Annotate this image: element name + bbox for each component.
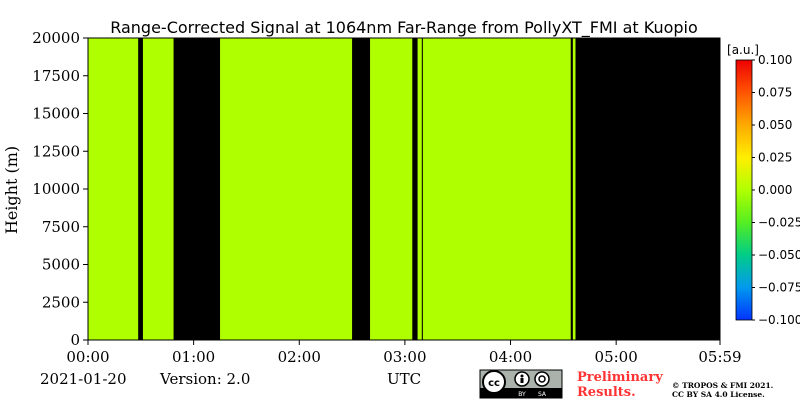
y-tick-label-0: 0 xyxy=(70,331,80,349)
no-data-band-3 xyxy=(412,38,418,340)
colorbar-tick-label-6: −0.050 xyxy=(758,248,800,262)
x-axis: 00:00 01:00 02:00 03:00 04:00 05:00 05:59 xyxy=(66,340,742,366)
cc-badge-text: cc xyxy=(488,378,500,389)
colorbar-tick-label-4: 0.000 xyxy=(758,183,792,197)
colorbar-ticks: 0.100 0.075 0.050 0.025 0.000 −0.025 −0.050 −0.… xyxy=(752,53,800,327)
date-label: 2021-01-20 xyxy=(40,370,126,388)
no-data-band-1 xyxy=(173,38,221,340)
y-tick-label-6: 15000 xyxy=(32,105,80,123)
preliminary-line2: Results. xyxy=(577,385,636,400)
y-tick-label-8: 20000 xyxy=(32,29,80,47)
no-data-band-5 xyxy=(570,38,573,340)
colorbar-tick-label-5: −0.025 xyxy=(758,216,800,230)
colorbar-tick-label-7: −0.075 xyxy=(758,281,800,295)
by-badge-text: BY xyxy=(518,391,526,398)
colorbar-tick-label-2: 0.050 xyxy=(758,118,792,132)
plot-area xyxy=(88,38,720,340)
copyright-line2: CC BY SA 4.0 License. xyxy=(672,390,765,399)
sa-icon xyxy=(534,371,550,387)
colorbar-tick-label-1: 0.075 xyxy=(758,86,792,100)
x-tick-label-2: 02:00 xyxy=(278,348,321,366)
y-tick-label-4: 10000 xyxy=(32,180,80,198)
y-tick-label-7: 17500 xyxy=(32,67,80,85)
no-data-band-0 xyxy=(138,38,143,340)
x-tick-label-0: 00:00 xyxy=(66,348,109,366)
x-tick-label-4: 04:00 xyxy=(489,348,532,366)
colorbar-unit: [a.u.] xyxy=(727,43,759,57)
cc-license-badge: cc BY SA xyxy=(479,369,563,399)
y-tick-label-1: 2500 xyxy=(42,293,80,311)
chart-title: Range-Corrected Signal at 1064nm Far-Ran… xyxy=(110,18,698,38)
y-axis-label: Height (m) xyxy=(2,146,21,234)
x-axis-label: UTC xyxy=(387,370,421,388)
no-data-band-6 xyxy=(575,38,720,340)
no-data-band-4 xyxy=(421,38,423,340)
x-tick-label-3: 03:00 xyxy=(383,348,426,366)
version-label: Version: 2.0 xyxy=(159,370,250,388)
sa-badge-text: SA xyxy=(538,391,547,398)
y-axis: 0 2500 5000 7500 10000 12500 15000 17500 20000 xyxy=(32,29,88,349)
y-tick-label-2: 5000 xyxy=(42,256,80,274)
y-tick-label-3: 7500 xyxy=(42,218,80,236)
colorbar xyxy=(735,59,753,321)
x-tick-label-6: 05:59 xyxy=(698,348,741,366)
preliminary-line1: Preliminary xyxy=(577,370,663,385)
copyright-line1: © TROPOS & FMI 2021. xyxy=(672,381,773,390)
no-data-band-2 xyxy=(352,38,371,340)
colorbar-tick-label-8: −0.100 xyxy=(758,313,800,327)
x-tick-label-1: 01:00 xyxy=(172,348,215,366)
x-tick-label-5: 05:00 xyxy=(595,348,638,366)
y-tick-label-5: 12500 xyxy=(32,142,80,160)
colorbar-tick-label-0: 0.100 xyxy=(758,53,792,67)
colorbar-tick-label-3: 0.025 xyxy=(758,151,792,165)
